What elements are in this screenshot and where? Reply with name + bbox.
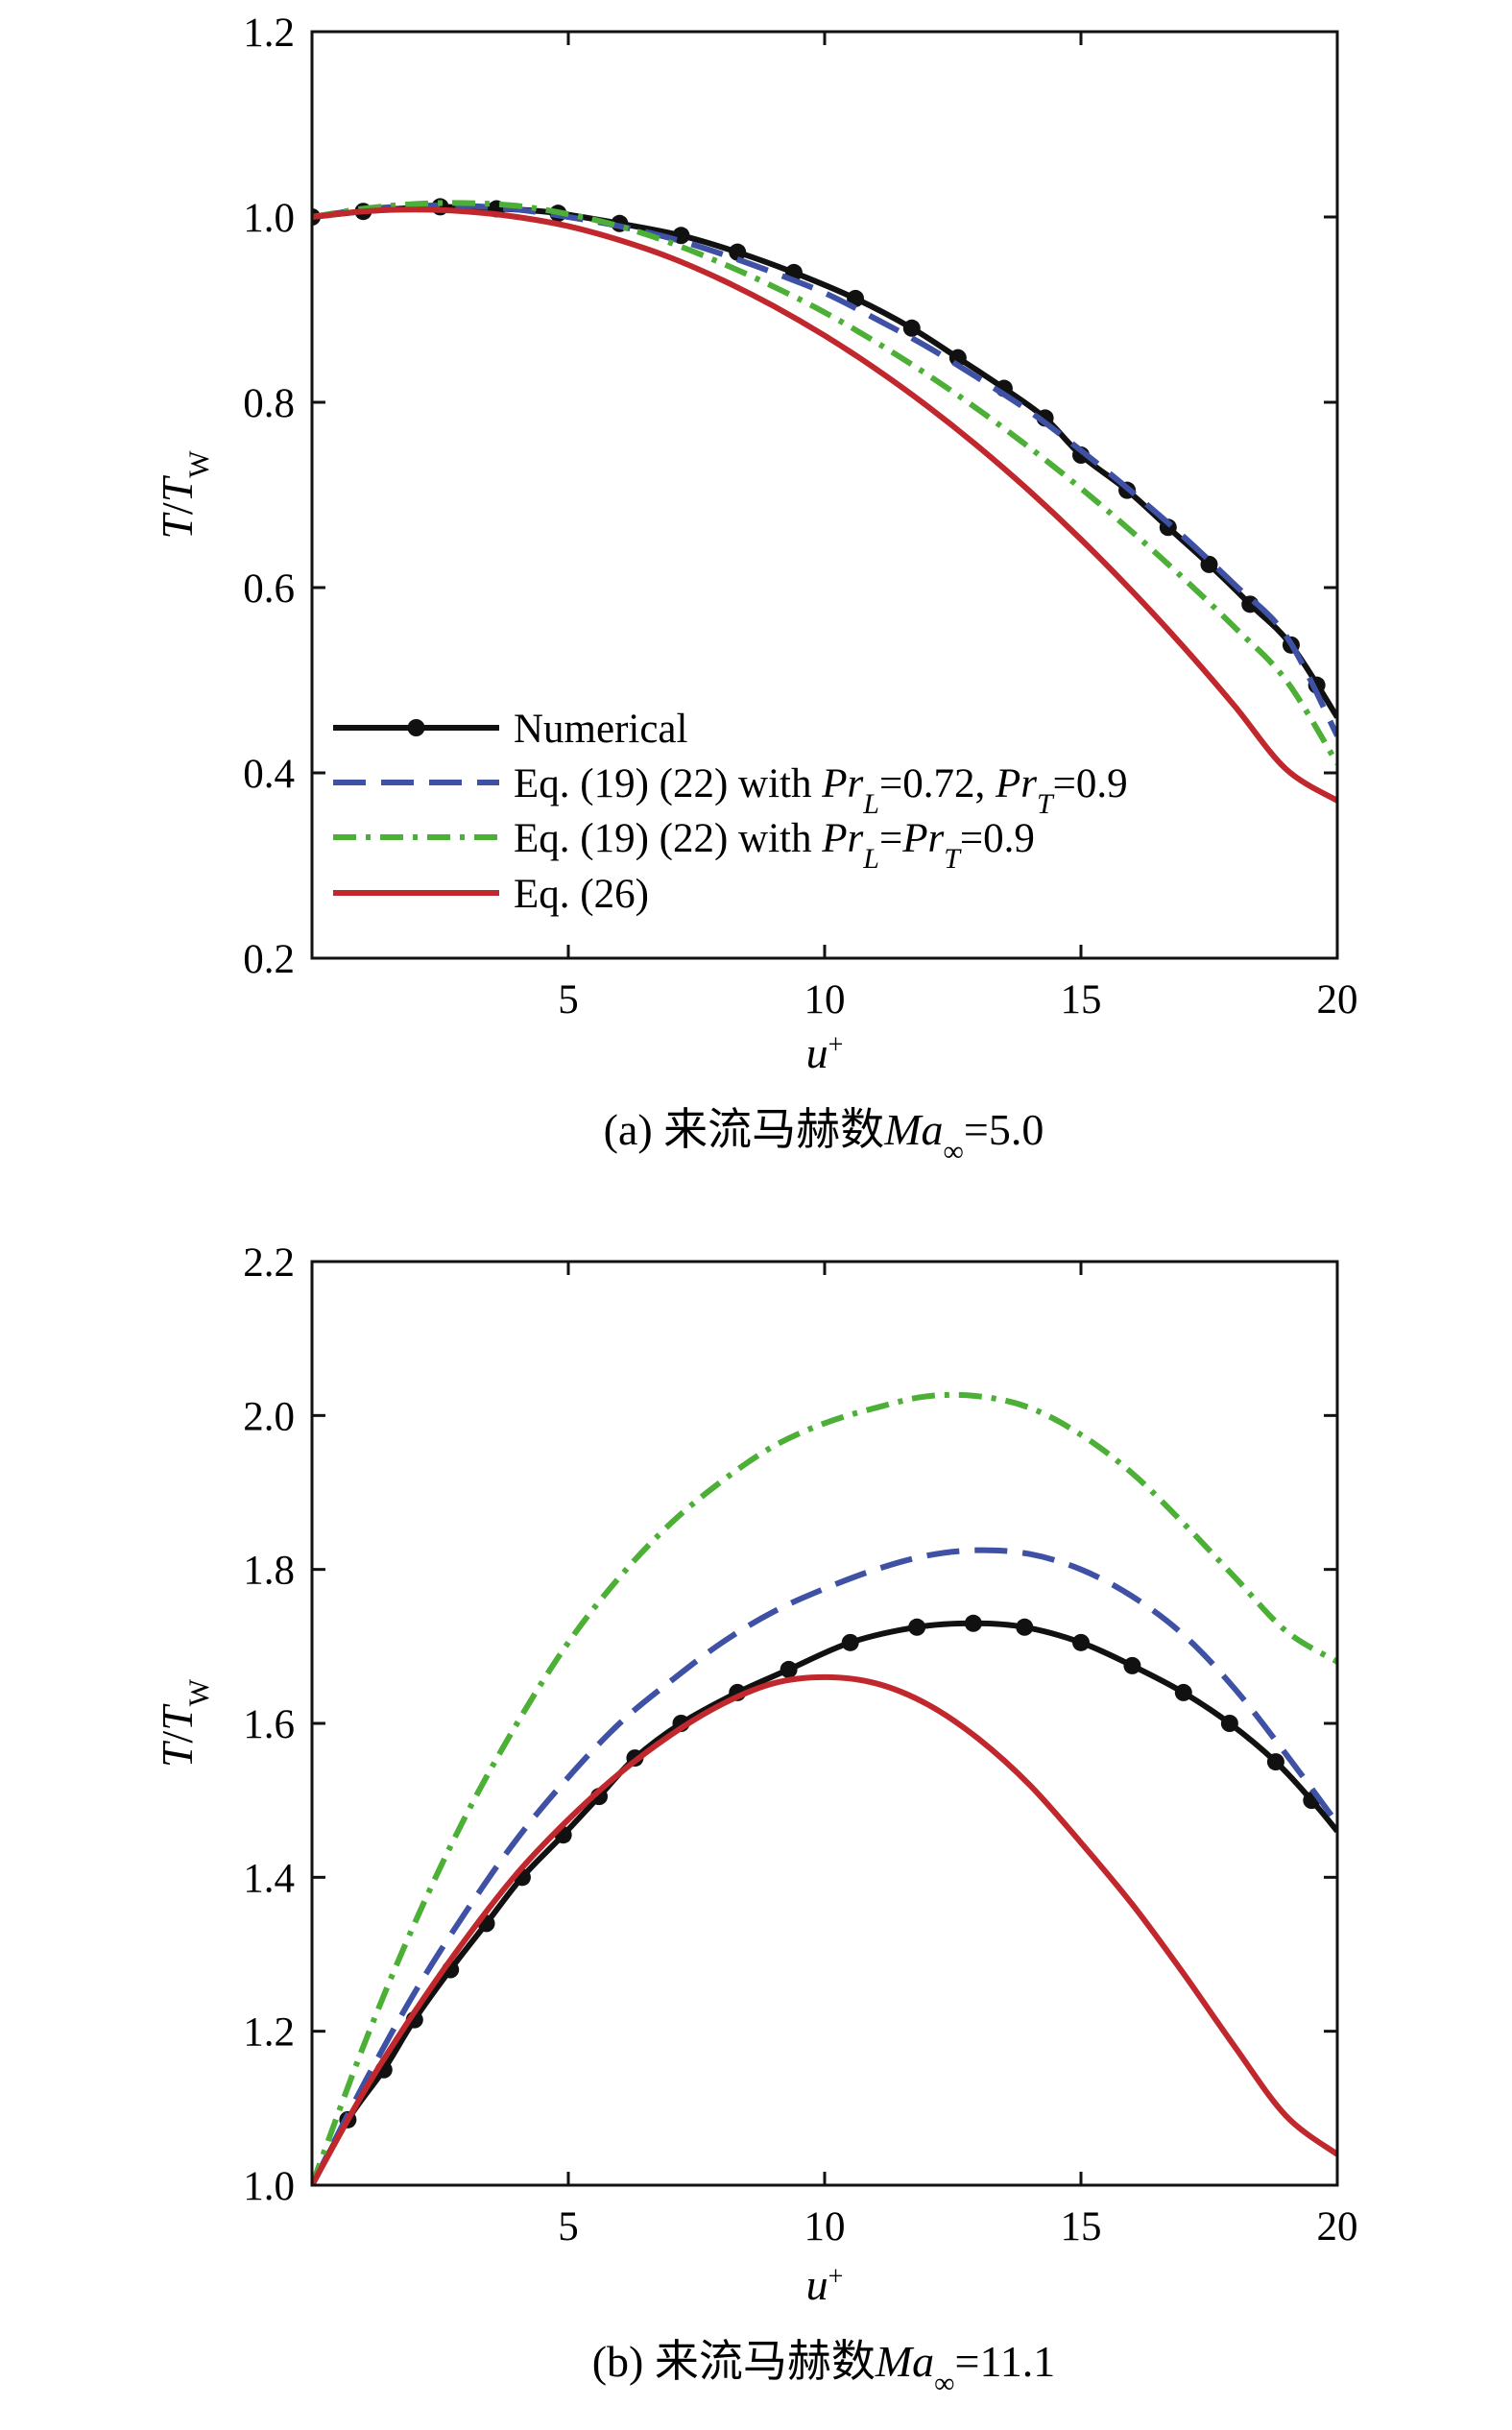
y-tick-label: 1.4: [243, 1856, 295, 1901]
legend-label-eq26: Eq. (26): [514, 872, 649, 917]
series-group: [312, 1391, 1337, 2185]
panel-b: 1.0 1.2 1.4 1.6 1.8 2.0 2.2 5 10 15 20 u+ T/TW (b) 来流…: [153, 1240, 1358, 2399]
plot-frame: [310, 1260, 1339, 2187]
series-marker: [1266, 1753, 1284, 1771]
x-tick-label: 15: [1061, 2204, 1102, 2250]
x-tick-label: 5: [558, 2204, 579, 2250]
series-line: [312, 202, 1337, 737]
x-tick-label: 20: [1317, 2204, 1358, 2250]
series-line: [312, 1673, 1337, 2185]
series-line: [312, 1547, 1337, 2185]
panel-caption: (b) 来流马赫数Ma∞=11.1: [592, 2337, 1056, 2399]
series-marker: [1220, 1715, 1238, 1732]
legend-label-numerical: Numerical: [514, 707, 688, 752]
x-tick-label: 15: [1061, 977, 1102, 1023]
legend-label-eq19-22-b: Eq. (19) (22) with PrL=PrT=0.9: [514, 816, 1035, 875]
y-tick-label: 1.0: [243, 196, 295, 241]
series-marker: [1200, 555, 1218, 573]
y-tick-label: 0.6: [243, 566, 295, 612]
panel-a: 0.2 0.4 0.6 0.8 1.0 1.2 5 10 15 20 u+ T/TW (a) 来流马赫数…: [153, 11, 1358, 1167]
series-line: [312, 206, 1337, 804]
legend-marker: [407, 719, 425, 736]
series-line: [312, 204, 1337, 719]
series-marker: [902, 319, 921, 337]
y-tick-label: 0.8: [243, 381, 295, 426]
x-tick-label: 20: [1317, 977, 1358, 1023]
x-axis-label: u+: [806, 1028, 844, 1077]
y-tick-label: 1.0: [243, 2164, 295, 2209]
y-tick-label: 2.2: [243, 1240, 295, 1286]
series-marker: [1072, 1633, 1090, 1651]
x-axis-label: u+: [806, 2260, 844, 2309]
y-tick-label: 0.2: [243, 937, 295, 982]
series-marker: [729, 243, 747, 261]
series-marker: [908, 1618, 926, 1636]
y-tick-label: 0.4: [243, 752, 295, 797]
x-tick-label: 5: [558, 977, 579, 1023]
legend: Numerical Eq. (19) (22) with PrL=0.72, Pr…: [333, 707, 1128, 917]
x-tick-label: 10: [804, 977, 846, 1023]
series-marker: [841, 1633, 859, 1651]
y-tick-label: 1.2: [243, 11, 295, 56]
legend-label-eq19-22-a: Eq. (19) (22) with PrL=0.72, PrT=0.9: [514, 761, 1128, 820]
series-marker: [964, 1614, 982, 1632]
y-tick-label: 1.6: [243, 1702, 295, 1747]
series-marker: [1123, 1656, 1141, 1674]
y-tick-label: 2.0: [243, 1394, 295, 1439]
plot-frame: [310, 30, 1339, 960]
series-marker: [1174, 1683, 1192, 1701]
series-marker: [780, 1660, 798, 1678]
x-tick-label: 10: [804, 2204, 846, 2250]
y-tick-label: 1.8: [243, 1549, 295, 1594]
series-line: [312, 1391, 1337, 2185]
panel-caption: (a) 来流马赫数Ma∞=5.0: [604, 1105, 1044, 1167]
series-line: [312, 1620, 1337, 2185]
y-axis-label: T/TW: [153, 450, 215, 540]
y-tick-label: 1.2: [243, 2010, 295, 2056]
y-axis-label: T/TW: [153, 1678, 215, 1768]
series-group: [312, 198, 1337, 804]
series-marker: [1016, 1618, 1034, 1636]
